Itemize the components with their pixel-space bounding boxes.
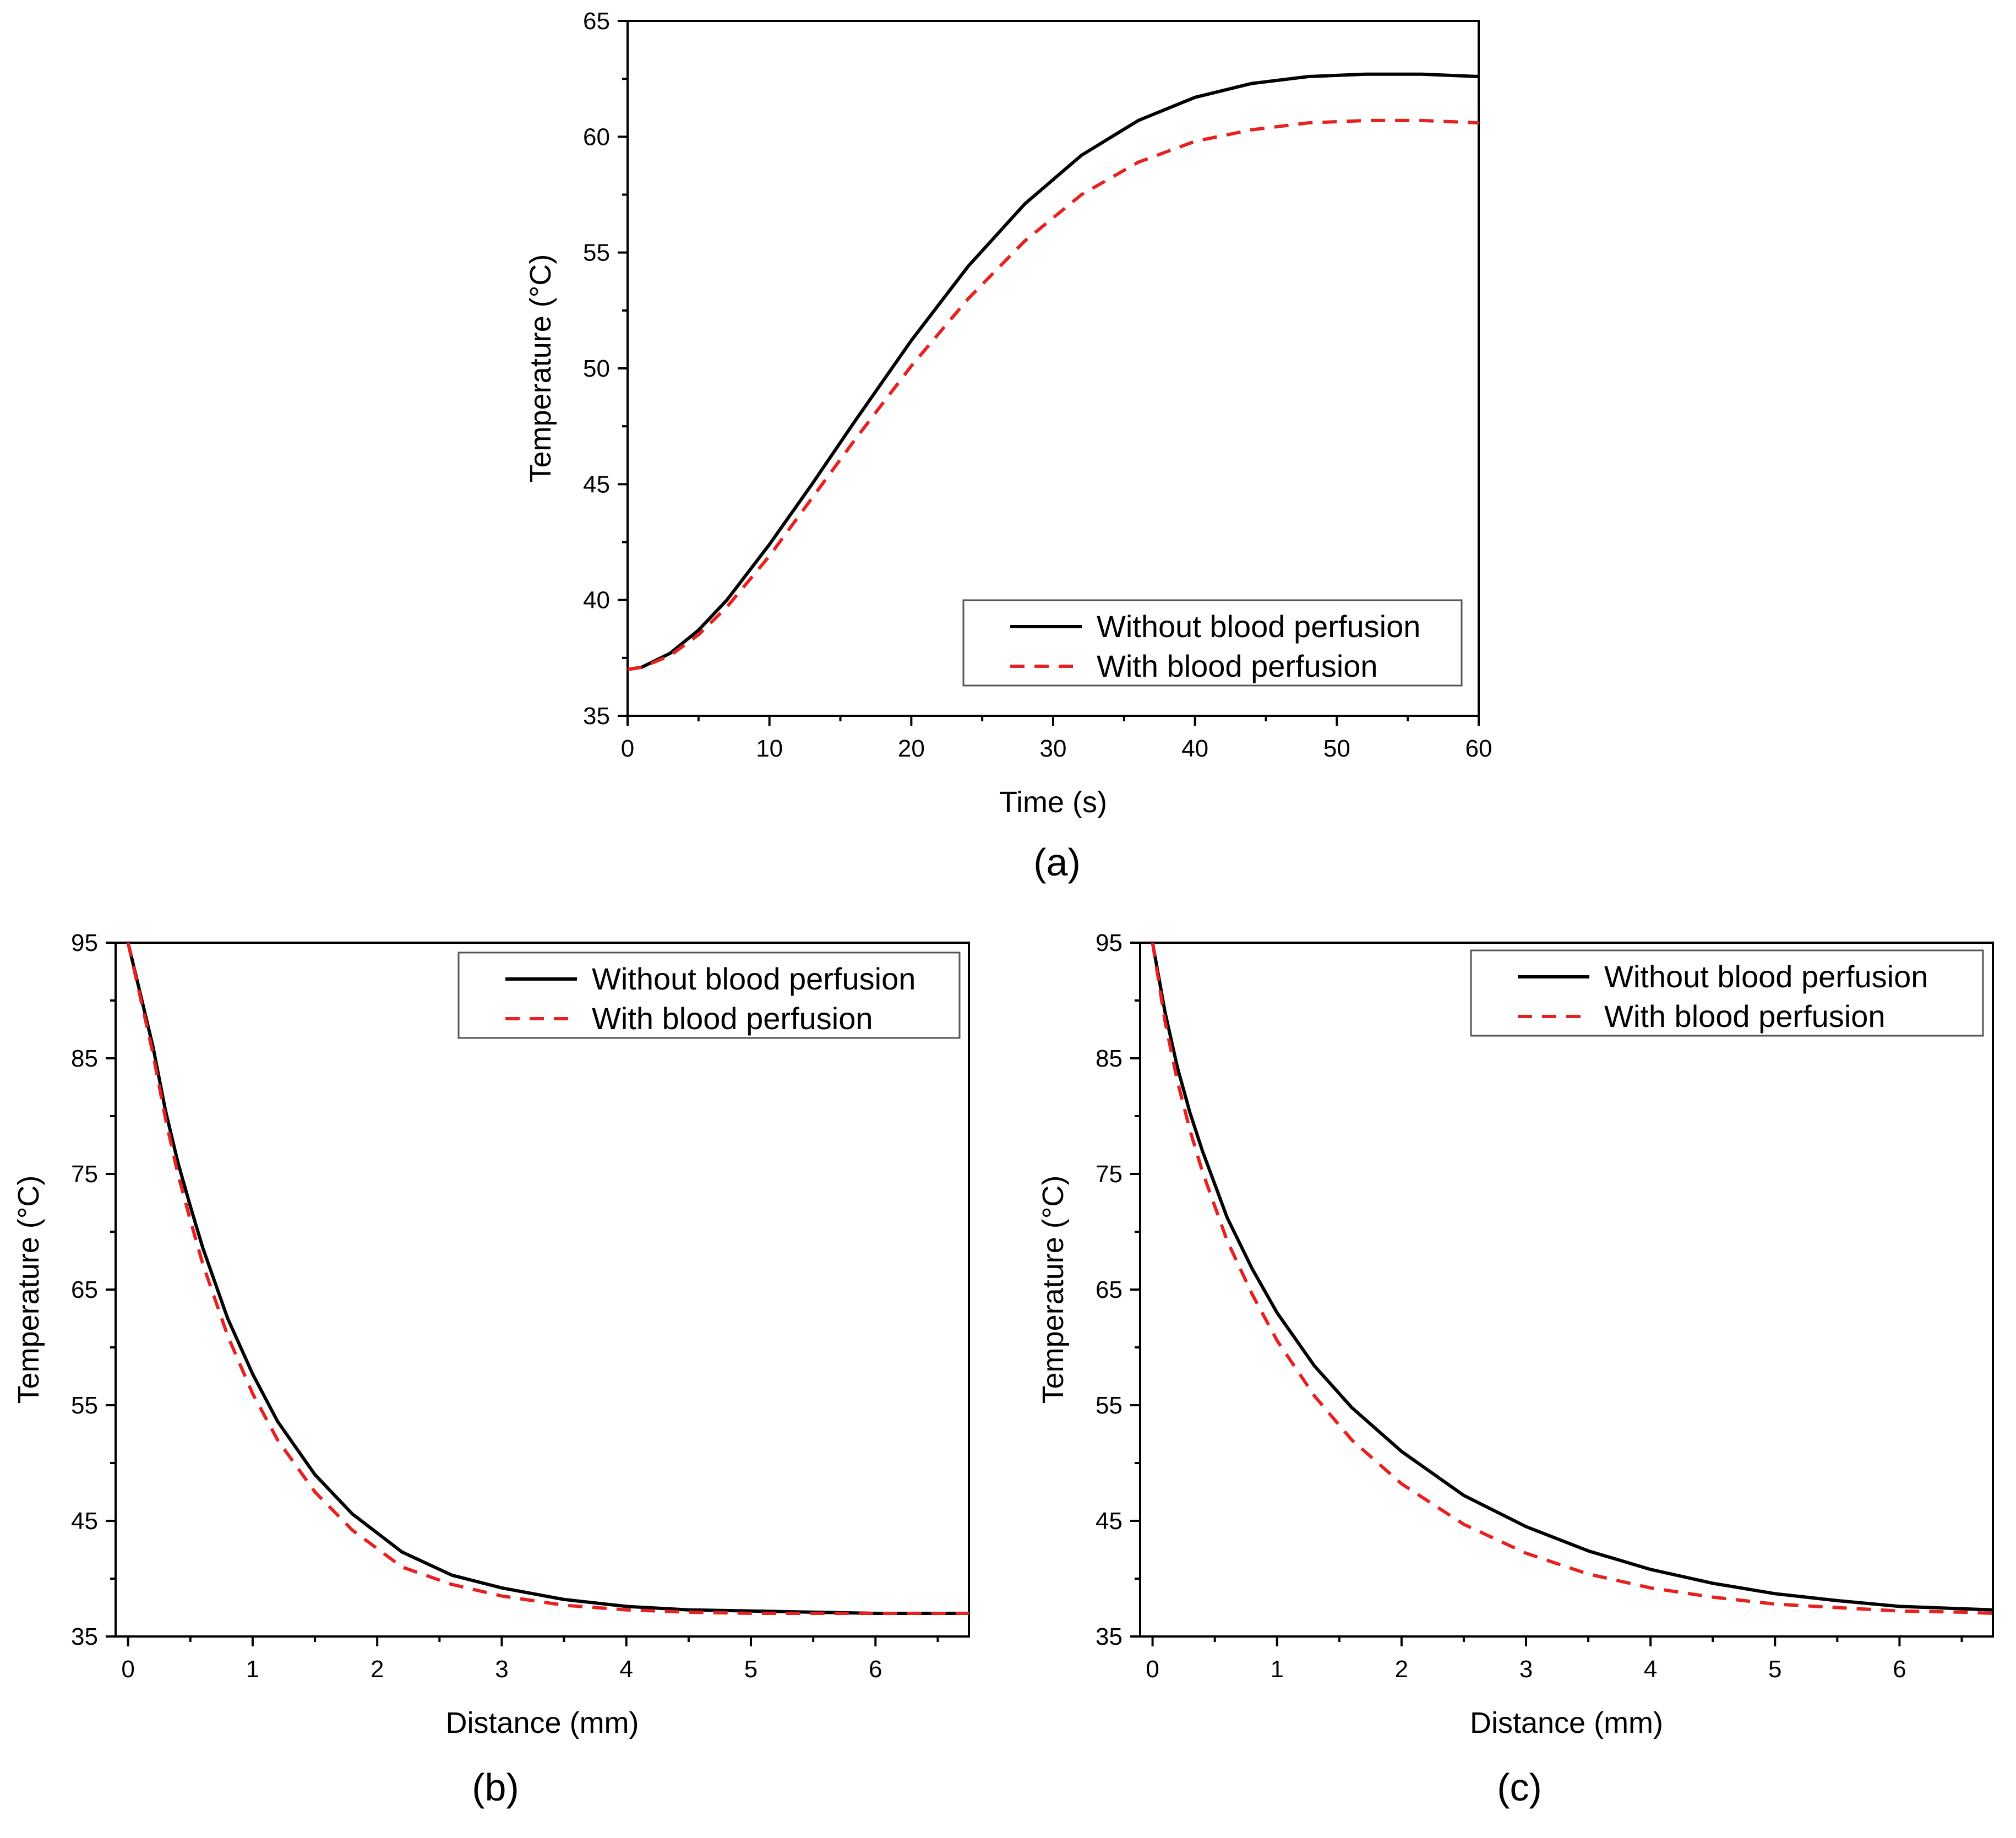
x-tick-label: 60: [1465, 735, 1492, 762]
panel-a: 0 10 20 30 40 50 60 35 40 45 50 55 60 65 Time (s) Tempe…: [524, 8, 1492, 884]
x-tick-label: 1: [1271, 1656, 1284, 1683]
y-tick-label: 75: [71, 1161, 98, 1188]
series-line-without-perfusion: [126, 942, 969, 1615]
x-tick-label: 10: [756, 735, 783, 762]
x-tick-label: 4: [619, 1656, 633, 1683]
legend-box: [457, 951, 961, 1039]
panel-label: (a): [1033, 841, 1081, 884]
panel-label: (c): [1497, 1766, 1542, 1809]
y-tick-label: 95: [1096, 929, 1123, 956]
x-axis-label: Distance (mm): [445, 1706, 639, 1739]
y-axis-label: Temperature (°C): [1037, 1176, 1070, 1404]
y-tick-label: 45: [583, 471, 610, 498]
plot-frame: [1139, 942, 1994, 1638]
y-tick-label: 60: [583, 123, 610, 150]
legend-label: With blood perfusion: [1604, 999, 1886, 1034]
legend-label: With blood perfusion: [592, 1001, 873, 1036]
y-tick-label: 95: [71, 929, 98, 956]
x-tick-label: 2: [370, 1656, 384, 1683]
y-tick-label: 85: [71, 1045, 98, 1072]
y-tick-label: 55: [583, 240, 610, 267]
x-tick-label: 40: [1181, 735, 1208, 762]
y-tick-label: 65: [71, 1276, 98, 1303]
series-line-without-perfusion: [1151, 942, 1993, 1612]
x-tick-label: 0: [121, 1656, 134, 1683]
x-tick-label: 0: [1146, 1656, 1159, 1683]
x-tick-label: 20: [898, 735, 925, 762]
series-line-with-perfusion: [627, 118, 1479, 671]
y-tick-label: 55: [1096, 1392, 1123, 1419]
x-tick-label: 30: [1040, 735, 1067, 762]
x-tick-label: 2: [1395, 1656, 1408, 1683]
x-tick-label: 5: [1768, 1656, 1781, 1683]
y-tick-label: 65: [583, 8, 610, 35]
x-tick-label: 6: [869, 1656, 882, 1683]
y-tick-label: 75: [1096, 1161, 1123, 1188]
series-line-without-perfusion: [627, 72, 1479, 671]
x-axis-label: Time (s): [999, 786, 1107, 819]
y-tick-label: 40: [583, 587, 610, 614]
y-tick-label: 45: [1096, 1508, 1123, 1535]
legend-label: With blood perfusion: [1097, 649, 1378, 683]
y-axis-label: Temperature (°C): [524, 254, 557, 483]
y-tick-label: 65: [1096, 1276, 1123, 1303]
y-axis-label: Temperature (°C): [12, 1176, 45, 1404]
legend-label: Without blood perfusion: [592, 961, 916, 996]
y-tick-label: 35: [583, 703, 610, 730]
y-tick-label: 45: [71, 1508, 98, 1535]
y-tick-label: 50: [583, 355, 610, 382]
x-tick-label: 0: [621, 735, 634, 762]
x-tick-label: 6: [1893, 1656, 1906, 1683]
x-tick-label: 3: [1519, 1656, 1533, 1683]
x-tick-label: 50: [1323, 735, 1350, 762]
legend-box: [962, 599, 1463, 687]
legend-label: Without blood perfusion: [1604, 959, 1928, 994]
plot-frame: [115, 942, 970, 1638]
x-tick-label: 1: [246, 1656, 259, 1683]
panel-label: (b): [472, 1766, 519, 1809]
series-line-with-perfusion: [1151, 942, 1993, 1615]
x-tick-label: 5: [744, 1656, 758, 1683]
y-tick-label: 35: [1096, 1623, 1123, 1650]
x-tick-label: 4: [1644, 1656, 1657, 1683]
y-tick-label: 35: [71, 1623, 98, 1650]
y-tick-label: 85: [1096, 1045, 1123, 1072]
x-tick-label: 3: [495, 1656, 508, 1683]
legend-label: Without blood perfusion: [1097, 609, 1420, 644]
y-tick-label: 55: [71, 1392, 98, 1419]
legend-box: [1470, 949, 1984, 1037]
x-axis-label: Distance (mm): [1470, 1706, 1663, 1739]
series-line-with-perfusion: [126, 942, 969, 1615]
